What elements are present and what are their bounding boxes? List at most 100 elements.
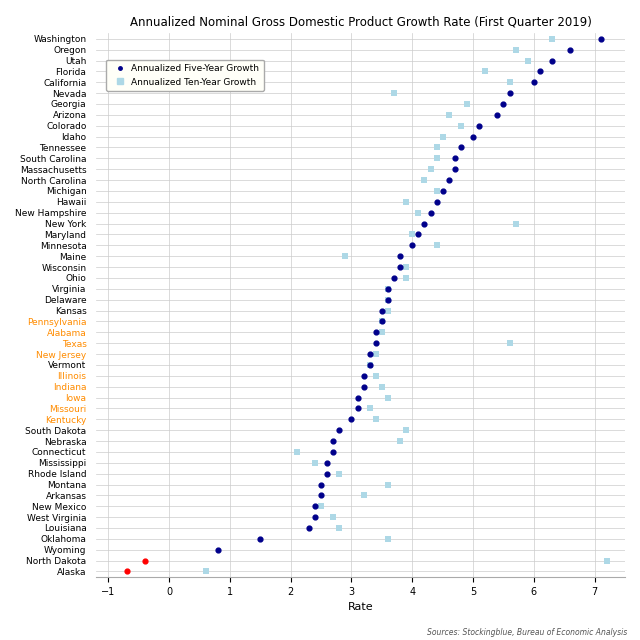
Point — [365, 360, 375, 370]
Point — [535, 67, 545, 77]
Point — [438, 186, 448, 196]
Point — [316, 501, 326, 511]
Point — [353, 392, 363, 403]
Point — [395, 262, 405, 272]
Point — [371, 414, 381, 424]
Point — [292, 447, 302, 457]
Point — [529, 77, 539, 88]
Point — [456, 142, 466, 152]
Point — [340, 251, 351, 261]
Point — [322, 468, 332, 479]
Point — [328, 436, 339, 446]
Point — [328, 512, 339, 522]
Point — [426, 207, 436, 218]
Point — [200, 566, 211, 577]
Point — [377, 316, 387, 326]
Point — [140, 556, 150, 566]
Point — [310, 458, 320, 468]
Point — [365, 349, 375, 359]
Point — [389, 88, 399, 99]
Point — [255, 534, 266, 544]
Point — [334, 425, 344, 435]
Point — [431, 240, 442, 250]
Point — [419, 175, 429, 185]
Point — [328, 447, 339, 457]
Point — [401, 262, 412, 272]
Point — [547, 56, 557, 66]
Point — [358, 381, 369, 392]
Text: Sources: Stockingblue, Bureau of Economic Analysis: Sources: Stockingblue, Bureau of Economi… — [427, 628, 627, 637]
Point — [431, 142, 442, 152]
Point — [383, 284, 393, 294]
Legend: Annualized Five-Year Growth, Annualized Ten-Year Growth: Annualized Five-Year Growth, Annualized … — [106, 60, 264, 91]
Point — [431, 196, 442, 207]
Point — [480, 67, 490, 77]
Point — [371, 371, 381, 381]
Point — [401, 425, 412, 435]
Point — [395, 436, 405, 446]
Point — [371, 338, 381, 348]
Point — [346, 414, 356, 424]
Point — [365, 360, 375, 370]
X-axis label: Rate: Rate — [348, 602, 373, 612]
Point — [419, 218, 429, 228]
Point — [431, 153, 442, 163]
Point — [450, 164, 460, 174]
Point — [383, 479, 393, 490]
Point — [431, 186, 442, 196]
Point — [316, 479, 326, 490]
Point — [565, 45, 575, 55]
Point — [523, 56, 533, 66]
Point — [322, 458, 332, 468]
Point — [596, 34, 606, 44]
Point — [212, 545, 223, 555]
Point — [468, 131, 478, 141]
Point — [310, 501, 320, 511]
Point — [383, 305, 393, 316]
Point — [383, 284, 393, 294]
Title: Annualized Nominal Gross Domestic Product Growth Rate (First Quarter 2019): Annualized Nominal Gross Domestic Produc… — [130, 15, 591, 28]
Point — [377, 327, 387, 337]
Point — [358, 371, 369, 381]
Point — [304, 523, 314, 533]
Point — [511, 45, 521, 55]
Point — [474, 120, 484, 131]
Point — [401, 196, 412, 207]
Point — [358, 490, 369, 500]
Point — [450, 153, 460, 163]
Point — [371, 327, 381, 337]
Point — [383, 534, 393, 544]
Point — [365, 403, 375, 413]
Point — [383, 392, 393, 403]
Point — [462, 99, 472, 109]
Point — [444, 175, 454, 185]
Point — [504, 88, 515, 99]
Point — [334, 523, 344, 533]
Point — [310, 512, 320, 522]
Point — [395, 251, 405, 261]
Point — [377, 381, 387, 392]
Point — [407, 229, 417, 239]
Point — [353, 403, 363, 413]
Point — [413, 207, 424, 218]
Point — [122, 566, 132, 577]
Point — [371, 349, 381, 359]
Point — [444, 109, 454, 120]
Point — [492, 109, 502, 120]
Point — [383, 294, 393, 305]
Point — [407, 240, 417, 250]
Point — [383, 294, 393, 305]
Point — [511, 218, 521, 228]
Point — [389, 273, 399, 283]
Point — [377, 305, 387, 316]
Point — [547, 34, 557, 44]
Point — [602, 556, 612, 566]
Point — [334, 468, 344, 479]
Point — [456, 120, 466, 131]
Point — [401, 273, 412, 283]
Point — [438, 131, 448, 141]
Point — [504, 77, 515, 88]
Point — [499, 99, 509, 109]
Point — [426, 164, 436, 174]
Point — [504, 338, 515, 348]
